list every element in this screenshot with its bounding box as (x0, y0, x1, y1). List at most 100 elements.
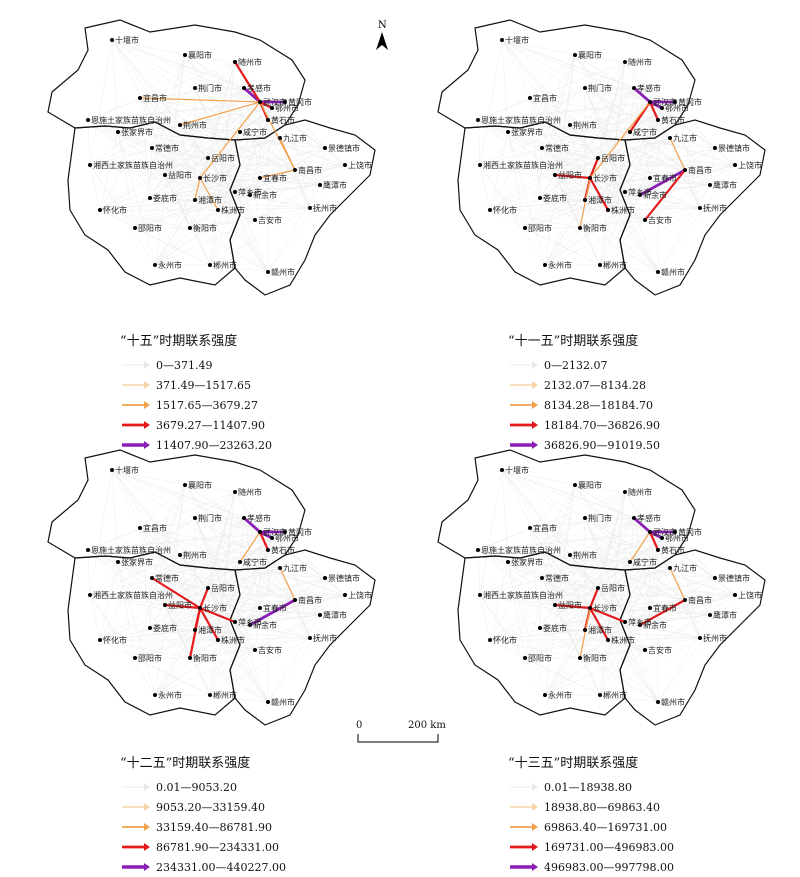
city-point (538, 626, 542, 630)
city-label: 孝感市 (637, 513, 661, 523)
city-label: 十堰市 (115, 35, 139, 45)
legend-class-label: 11407.90—23263.20 (156, 438, 272, 452)
city-point (116, 560, 120, 564)
city-label: 湘潭市 (588, 625, 612, 635)
city-label: 恩施土家族苗族自治州 (91, 115, 171, 125)
city-point (258, 176, 262, 180)
city-label: 恩施土家族苗族自治州 (91, 545, 171, 555)
city-label: 衡阳市 (193, 223, 217, 233)
city-point (673, 100, 677, 104)
city-point (583, 198, 587, 202)
legend-title: “十一五”时期联系强度 (508, 334, 639, 349)
legend-class-5: 234331.00—440227.00 (120, 857, 286, 877)
legend-title: “十三五”时期联系强度 (508, 756, 639, 771)
city-label: 宜昌市 (533, 523, 557, 533)
city-label: 南昌市 (688, 595, 712, 605)
city-label: 荆门市 (198, 513, 222, 523)
legend-class-label: 371.49—1517.65 (156, 378, 251, 392)
legend-class-2: 18938.80—69863.40 (508, 797, 674, 817)
faint-links (477, 39, 736, 273)
map-panel-1: 十堰市 襄阳市 随州市 荆门市 孝感市 宜昌市 恩施土家族苗族自治州 武汉市 鄂州市 黄石市 黄冈市… (30, 10, 390, 310)
city-label: 赣州市 (271, 697, 295, 707)
city-point (308, 206, 312, 210)
city-point (153, 693, 157, 697)
city-label: 鹰潭市 (323, 180, 347, 190)
city-point (98, 208, 102, 212)
link-长沙市-萍乡市 (589, 606, 626, 624)
city-label: 九江市 (673, 563, 697, 573)
north-label: N (378, 20, 387, 31)
city-label: 娄底市 (543, 193, 567, 203)
link-长沙市-益阳市 (554, 603, 591, 610)
city-label: 益阳市 (558, 170, 582, 180)
link-长沙市-湘潭市 (194, 177, 201, 201)
city-point (150, 146, 154, 150)
city-point (206, 586, 210, 590)
legend-class-label: 496983.00—997798.00 (544, 860, 674, 874)
city-label: 长沙市 (593, 603, 617, 613)
city-point (648, 176, 652, 180)
city-point (523, 226, 527, 230)
city-label: 咸宁市 (243, 557, 267, 567)
city-label: 武汉市 (653, 527, 677, 537)
city-label: 株洲市 (221, 635, 245, 645)
link-南昌市-九江市 (669, 567, 686, 601)
link-长沙市-岳阳市 (588, 157, 600, 179)
city-label: 九江市 (283, 133, 307, 143)
legend-class-label: 33159.40—86781.90 (156, 820, 272, 834)
city-point (713, 146, 717, 150)
city-point (110, 38, 114, 42)
link-武汉市-荆州市 (179, 101, 261, 126)
city-label: 上饶市 (348, 590, 372, 600)
city-label: 鹰潭市 (323, 610, 347, 620)
link-武汉市-孝感市 (633, 516, 651, 534)
city-point (668, 566, 672, 570)
city-label: 张家界市 (121, 557, 153, 567)
city-point (596, 586, 600, 590)
city-point (98, 638, 102, 642)
province-boundary-jiangxi (619, 549, 766, 726)
city-label: 岳阳市 (601, 153, 625, 163)
city-label: 恩施土家族苗族自治州 (481, 115, 561, 125)
city-point (596, 156, 600, 160)
city-label: 怀化市 (493, 635, 517, 645)
city-point (583, 86, 587, 90)
city-point (86, 118, 90, 122)
city-label: 永州市 (548, 690, 572, 700)
legend-class-1: 0—2132.07 (508, 355, 660, 375)
city-label: 南昌市 (298, 165, 322, 175)
city-label: 十堰市 (115, 465, 139, 475)
city-point (258, 606, 262, 610)
city-label: 张家界市 (121, 127, 153, 137)
legend-class-1: 0.01—9053.20 (120, 777, 286, 797)
city-label: 黄冈市 (288, 97, 312, 107)
link-武汉市-孝感市 (633, 86, 651, 104)
city-label: 景德镇市 (718, 573, 750, 583)
city-label: 上饶市 (738, 160, 762, 170)
city-point (528, 96, 532, 100)
city-point (583, 628, 587, 632)
link-武汉市-鄂州市 (259, 101, 273, 109)
city-label: 九江市 (673, 133, 697, 143)
legend-class-3: 33159.40—86781.90 (120, 817, 286, 837)
city-point (193, 86, 197, 90)
city-point (270, 536, 274, 540)
link-长沙市-萍乡市 (199, 606, 236, 624)
legend-class-label: 18938.80—69863.40 (544, 800, 660, 814)
city-label: 宜春市 (263, 173, 287, 183)
legend-4: “十三五”时期联系强度 0.01—18938.80 18938.80—69863.4… (508, 752, 674, 877)
map-panel-4: 十堰市 襄阳市 随州市 荆门市 孝感市 宜昌市 恩施土家族苗族自治州 武汉市 鄂州市 黄石市 黄冈市… (420, 440, 780, 740)
city-point (278, 136, 282, 140)
city-point (293, 598, 297, 602)
city-point (110, 468, 114, 472)
legend-class-label: 86781.90—234331.00 (156, 840, 279, 854)
legend-class-5: 36826.90—91019.50 (508, 435, 660, 455)
city-label: 咸宁市 (243, 127, 267, 137)
city-point (713, 576, 717, 580)
legend-class-label: 169731.00—496983.00 (544, 840, 674, 854)
city-point (266, 548, 270, 552)
legend-class-label: 2132.07—8134.28 (544, 378, 646, 392)
link-长沙市-衡阳市 (188, 607, 202, 659)
city-label: 抚州市 (313, 633, 337, 643)
legend-class-label: 36826.90—91019.50 (544, 438, 660, 452)
